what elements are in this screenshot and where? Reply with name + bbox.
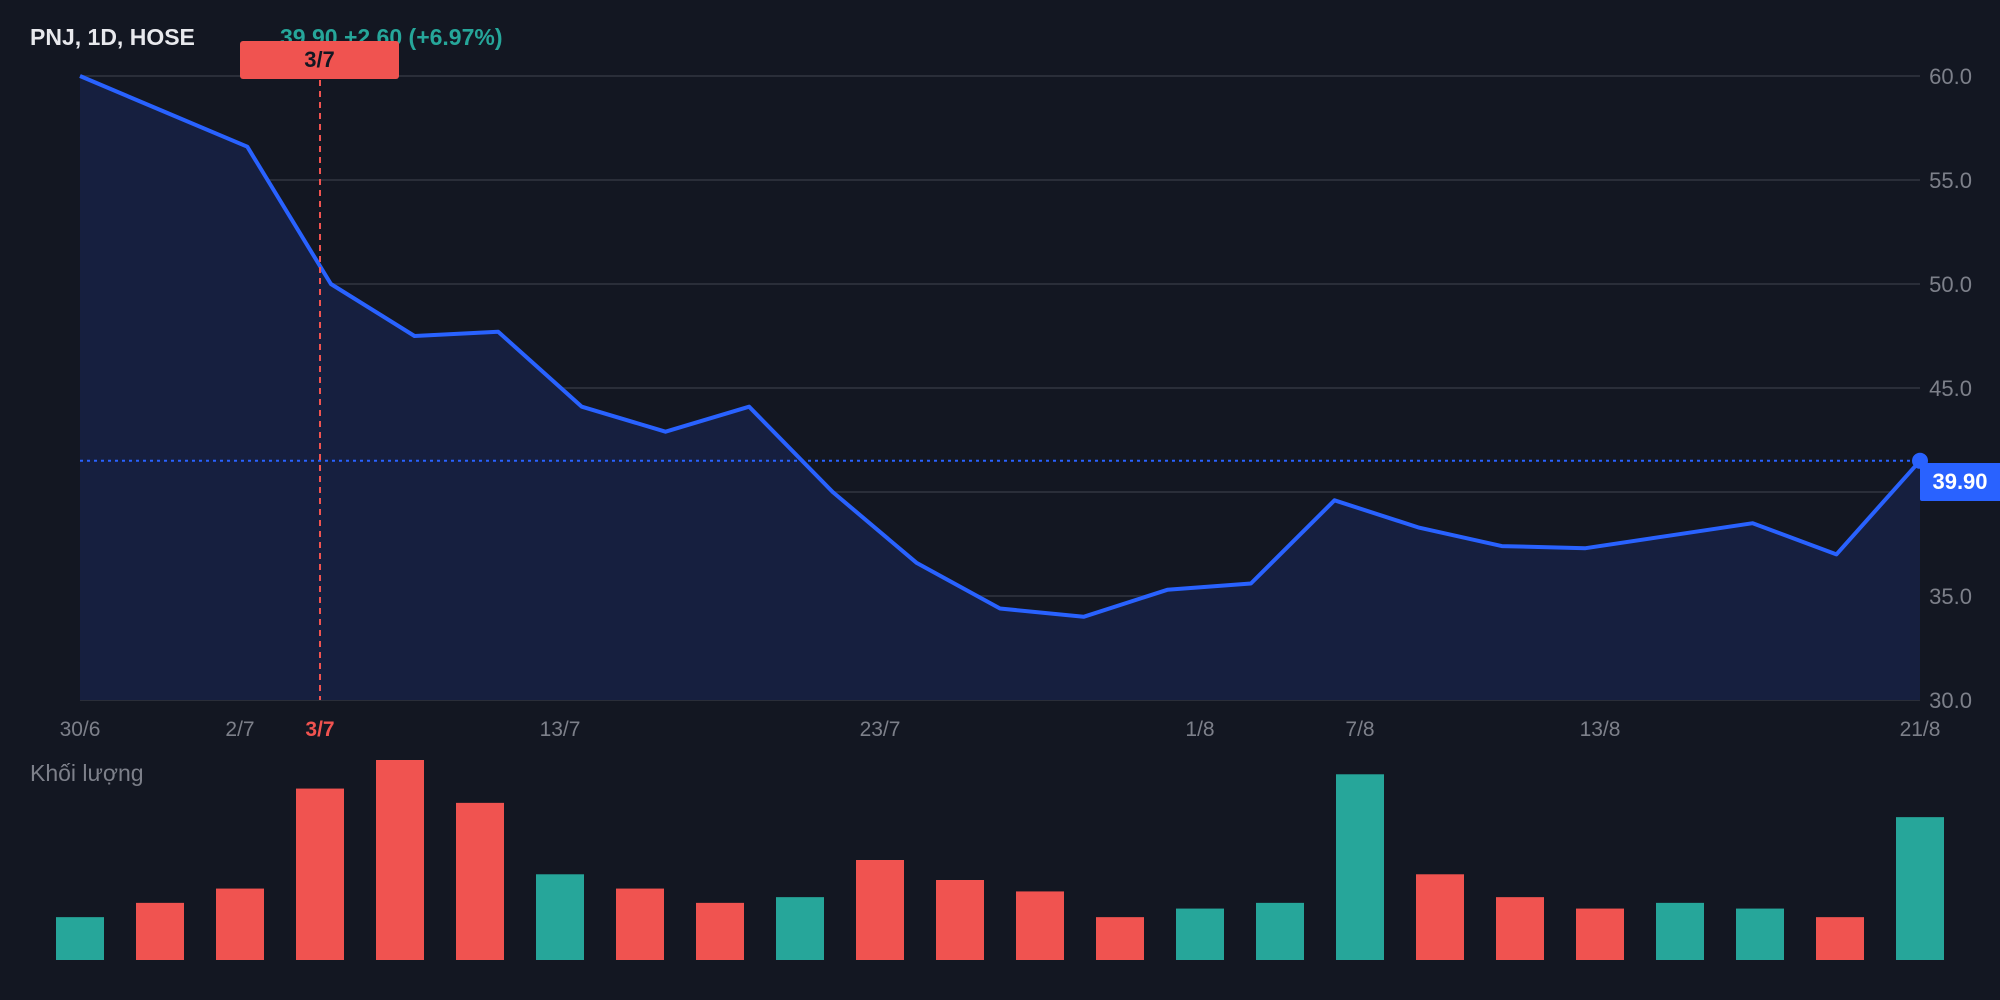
- y-tick-label: 60.0: [1929, 64, 1972, 89]
- volume-bar: [1816, 917, 1864, 960]
- x-tick-label: 23/7: [860, 718, 901, 741]
- y-tick-label: 35.0: [1929, 584, 1972, 609]
- volume-bar: [376, 760, 424, 960]
- volume-bar: [616, 888, 664, 960]
- volume-bar: [1896, 817, 1944, 960]
- crosshair-date-label: 3/7: [240, 41, 399, 79]
- volume-bar: [56, 917, 104, 960]
- x-tick-label: 30/6: [60, 718, 101, 741]
- volume-bar: [1656, 902, 1704, 960]
- price-area: [80, 76, 1920, 700]
- x-tick-label: 1/8: [1185, 718, 1214, 741]
- volume-bar: [536, 874, 584, 960]
- volume-bar: [1176, 908, 1224, 960]
- volume-bar: [1336, 774, 1384, 960]
- x-tick-label: 21/8: [1900, 718, 1941, 741]
- volume-bar: [776, 897, 824, 960]
- volume-bar: [1096, 917, 1144, 960]
- price-line: [79, 74, 1922, 619]
- volume-bars: [56, 760, 1944, 960]
- y-tick-label: 45.0: [1929, 376, 1972, 401]
- volume-bar: [856, 860, 904, 960]
- y-tick-label: 30.0: [1929, 688, 1972, 713]
- volume-bar: [136, 902, 184, 960]
- volume-bar: [456, 802, 504, 960]
- volume-bar: [296, 788, 344, 960]
- volume-bar: [1016, 891, 1064, 960]
- volume-label: Khối lượng: [30, 760, 144, 786]
- last-price-label: 39.90: [1920, 463, 2000, 501]
- y-tick-label: 50.0: [1929, 272, 1972, 297]
- volume-bar: [216, 888, 264, 960]
- x-tick-label: 13/8: [1580, 718, 1621, 741]
- volume-bar: [1736, 908, 1784, 960]
- volume-bar: [1256, 902, 1304, 960]
- symbol-title: PNJ, 1D, HOSE: [30, 24, 195, 50]
- x-tick-label: 3/7: [305, 718, 334, 741]
- volume-bar: [1576, 908, 1624, 960]
- y-tick-label: 55.0: [1929, 168, 1972, 193]
- x-axis: 30/6 2/7 3/7 13/7 23/7 1/8 7/8 13/8 21/8: [60, 718, 1941, 741]
- x-tick-label: 13/7: [540, 718, 581, 741]
- volume-bar: [936, 880, 984, 960]
- volume-bar: [696, 902, 744, 960]
- volume-bar: [1496, 897, 1544, 960]
- volume-bar: [1416, 874, 1464, 960]
- y-axis: 30.035.040.045.050.055.060.0: [1929, 64, 1972, 713]
- x-tick-label: 7/8: [1345, 718, 1374, 741]
- x-tick-label: 2/7: [225, 718, 254, 741]
